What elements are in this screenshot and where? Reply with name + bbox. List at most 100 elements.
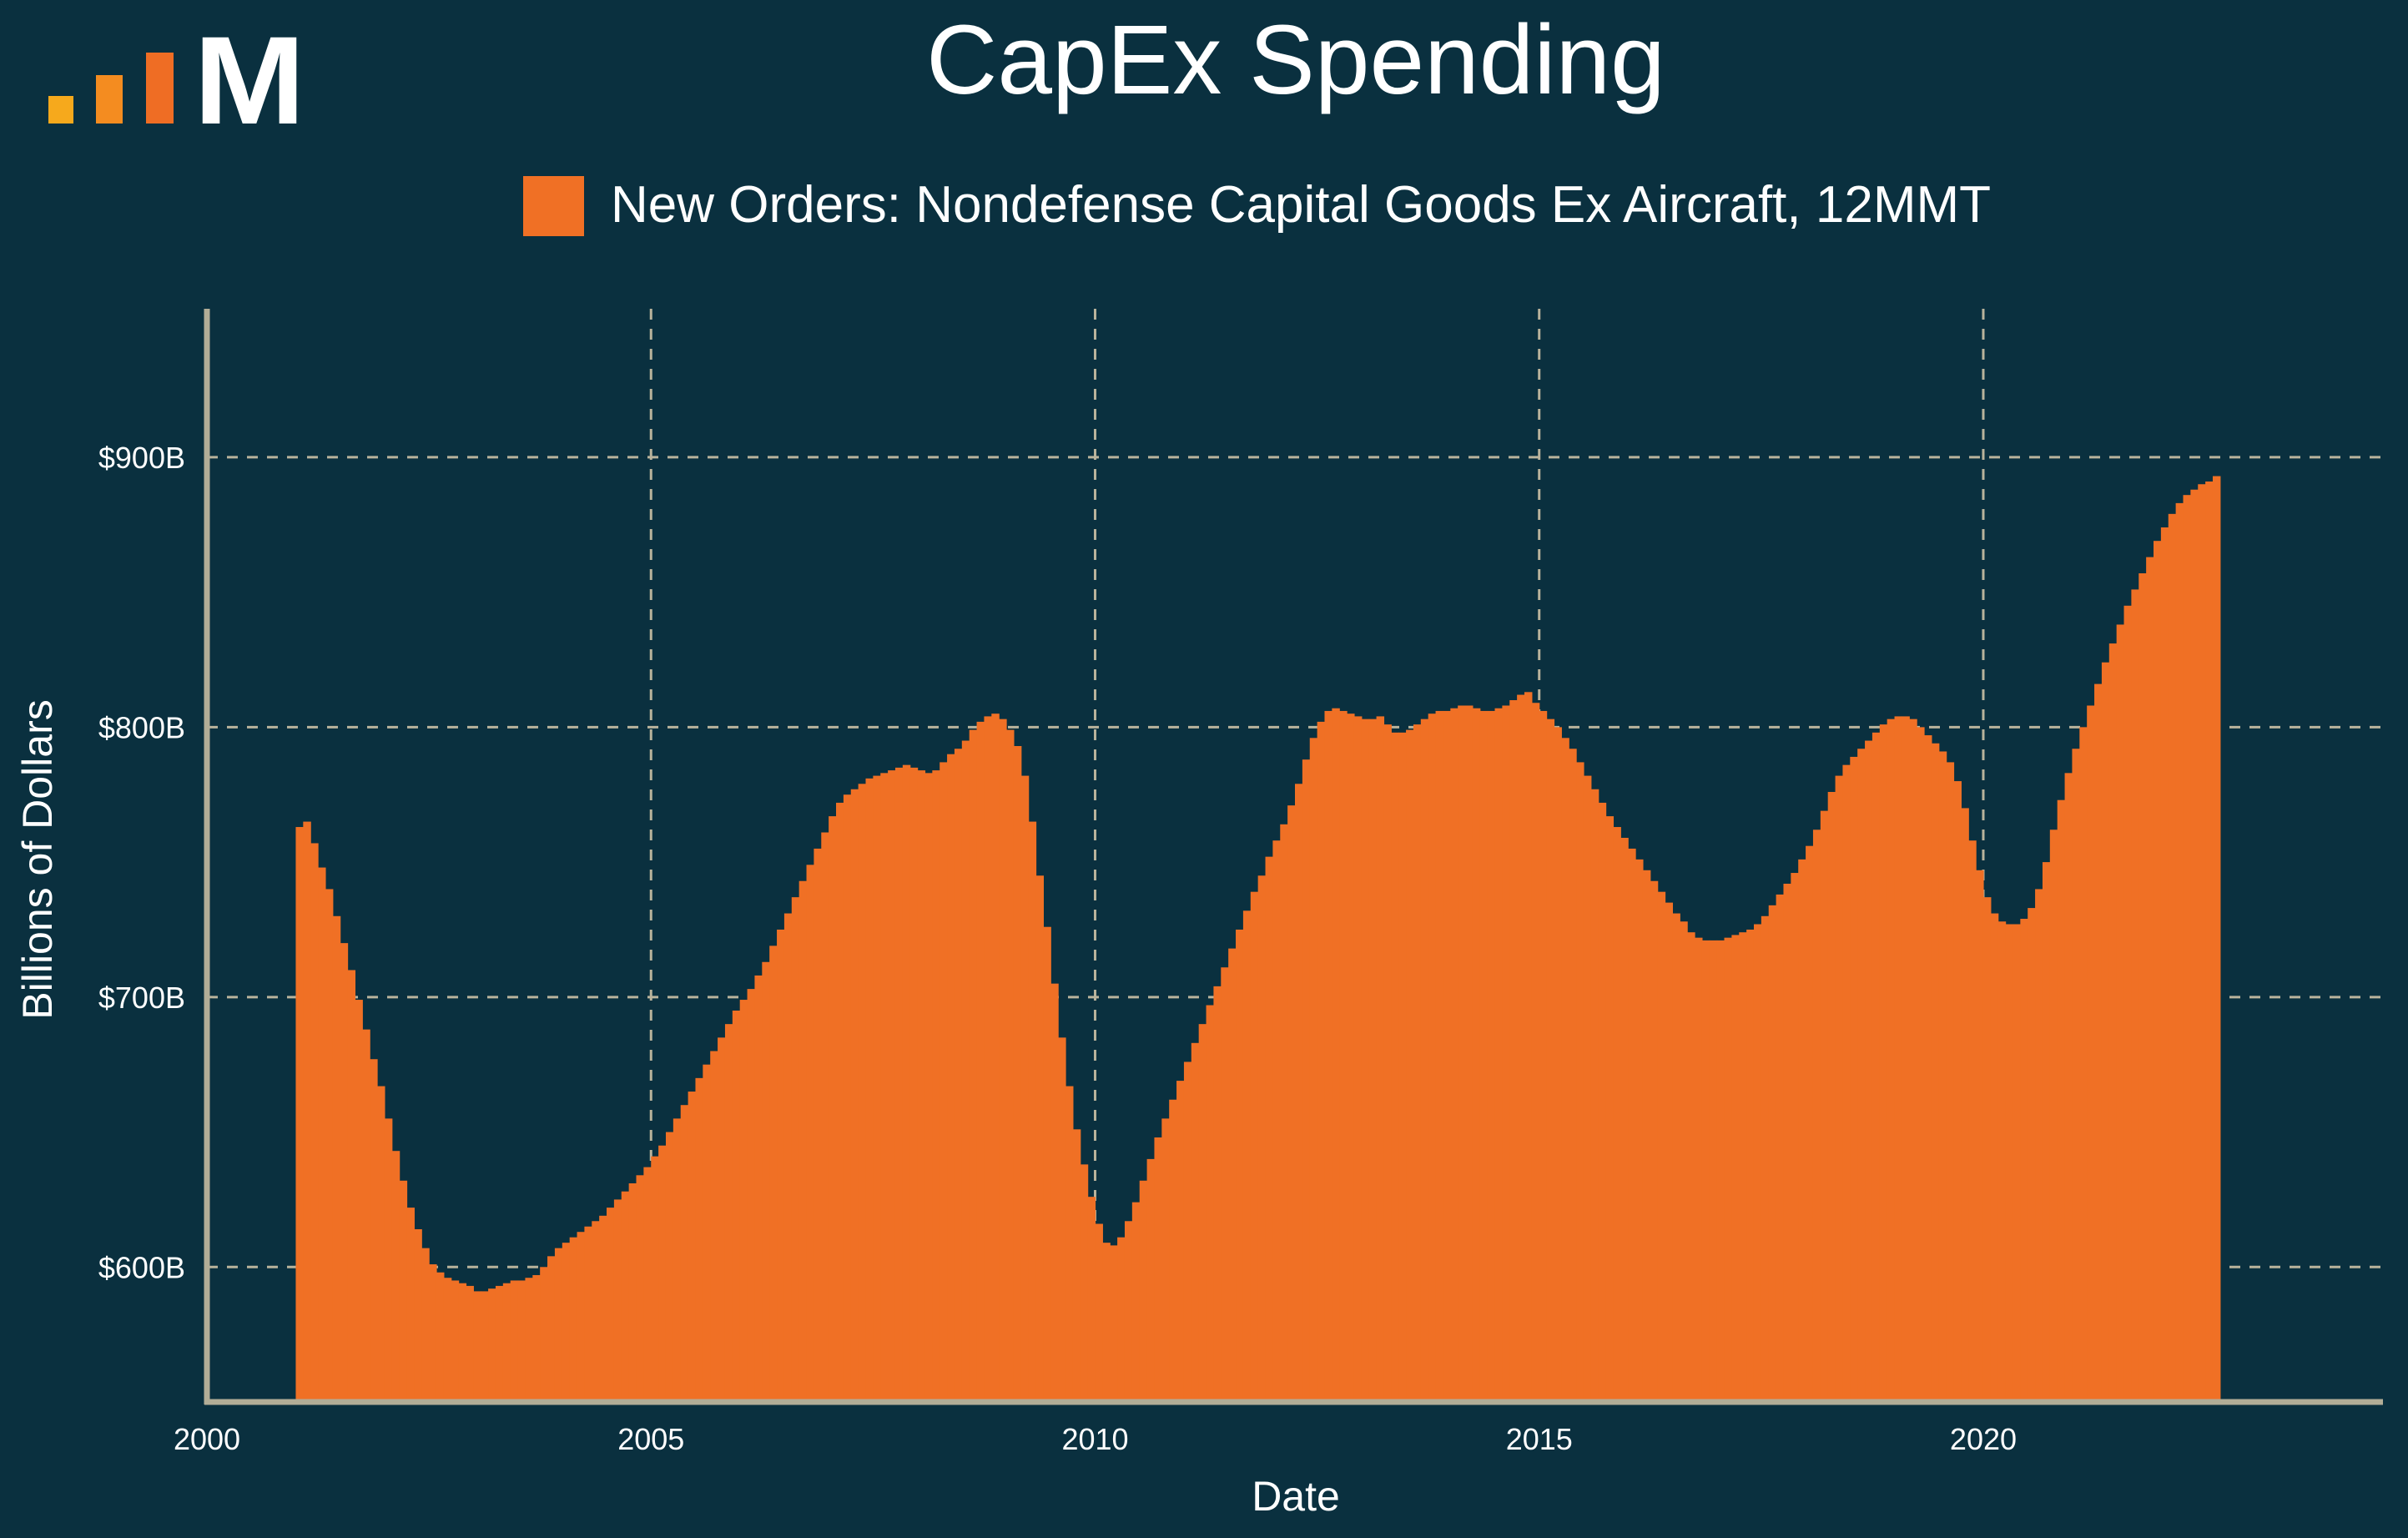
x-tick-label: 2010 <box>1061 1422 1128 1456</box>
bar <box>2049 830 2058 1402</box>
bar <box>651 1156 659 1402</box>
bar <box>2094 683 2103 1402</box>
bar <box>991 714 1000 1402</box>
bar <box>703 1064 711 1402</box>
bar <box>1842 764 1851 1402</box>
bar <box>843 794 852 1402</box>
bar <box>2042 862 2051 1402</box>
bar <box>1494 708 1503 1402</box>
bar <box>961 740 970 1402</box>
bar <box>710 1051 718 1402</box>
bar <box>1265 856 1273 1402</box>
bar <box>643 1167 652 1402</box>
bar <box>1398 732 1407 1402</box>
bar <box>2175 502 2184 1402</box>
bar <box>495 1285 504 1402</box>
bar <box>458 1283 467 1402</box>
bar <box>547 1256 556 1402</box>
bar <box>2108 643 2118 1402</box>
bar <box>1383 724 1392 1402</box>
bar <box>325 889 334 1402</box>
bar <box>865 778 874 1402</box>
bar <box>1361 719 1370 1402</box>
bar <box>1420 719 1429 1402</box>
bar <box>688 1092 697 1402</box>
bar <box>1554 727 1562 1402</box>
bar <box>1435 710 1444 1402</box>
bar <box>1976 870 1984 1402</box>
bar <box>1347 714 1355 1402</box>
bar <box>1161 1118 1170 1402</box>
bar <box>1783 883 1791 1402</box>
bar <box>1827 791 1836 1402</box>
bar <box>502 1283 511 1402</box>
bar <box>1502 705 1510 1402</box>
bar <box>1272 840 1281 1402</box>
bar <box>1835 775 1844 1402</box>
bar <box>2198 484 2206 1403</box>
bar <box>540 1267 548 1402</box>
bar <box>569 1237 578 1402</box>
bar <box>1169 1099 1177 1402</box>
bar <box>1871 732 1881 1402</box>
bar <box>2072 749 2080 1402</box>
bar <box>836 802 844 1402</box>
bar <box>2190 489 2199 1402</box>
y-tick-label: $800B <box>98 710 185 744</box>
chart-title: CapEx Spending <box>926 5 1665 115</box>
bar <box>1183 1061 1192 1402</box>
bar <box>1672 913 1680 1402</box>
bar <box>1287 805 1296 1402</box>
bar <box>1413 724 1422 1402</box>
bar <box>1353 716 1363 1402</box>
bar <box>2035 889 2043 1402</box>
bar <box>1072 1129 1081 1402</box>
brand-logo: M <box>48 10 305 150</box>
bar <box>1561 738 1569 1402</box>
bar <box>798 880 808 1402</box>
bar <box>636 1175 644 1402</box>
bar <box>1035 875 1044 1402</box>
bar <box>1524 692 1533 1402</box>
bar <box>2146 557 2154 1402</box>
bar <box>1701 940 1710 1402</box>
bar <box>2064 773 2073 1402</box>
bar <box>888 770 896 1402</box>
bar <box>429 1264 437 1402</box>
bar <box>1257 875 1267 1402</box>
bar <box>1102 1243 1111 1402</box>
bar <box>1909 719 1917 1402</box>
bar <box>355 1000 363 1402</box>
bar <box>310 843 319 1402</box>
bar <box>525 1278 533 1402</box>
bar <box>1650 880 1659 1402</box>
bar <box>1517 694 1525 1402</box>
bar <box>940 762 948 1402</box>
bar <box>1731 935 1740 1402</box>
bar <box>2205 482 2214 1402</box>
bar <box>858 784 867 1402</box>
bar <box>2160 527 2169 1402</box>
bar <box>295 827 304 1402</box>
bar <box>1065 1086 1074 1402</box>
bar <box>2028 908 2036 1402</box>
bar <box>340 943 349 1402</box>
bar <box>969 729 978 1402</box>
bar <box>1865 740 1873 1402</box>
bar <box>1709 940 1718 1402</box>
bar <box>754 975 763 1402</box>
bar <box>1131 1202 1141 1402</box>
axes <box>204 309 2383 1405</box>
bar <box>769 945 778 1402</box>
logo-letter: M <box>194 10 305 150</box>
bar <box>1546 719 1555 1402</box>
bar <box>1228 948 1237 1402</box>
logo-bar-small <box>48 96 73 124</box>
bar <box>1406 729 1414 1402</box>
bar <box>1850 756 1858 1402</box>
bar <box>1050 983 1059 1402</box>
y-axis-label: Billions of Dollars <box>14 699 61 1019</box>
bar <box>954 749 963 1402</box>
bar <box>791 897 800 1402</box>
bar <box>1716 940 1725 1402</box>
